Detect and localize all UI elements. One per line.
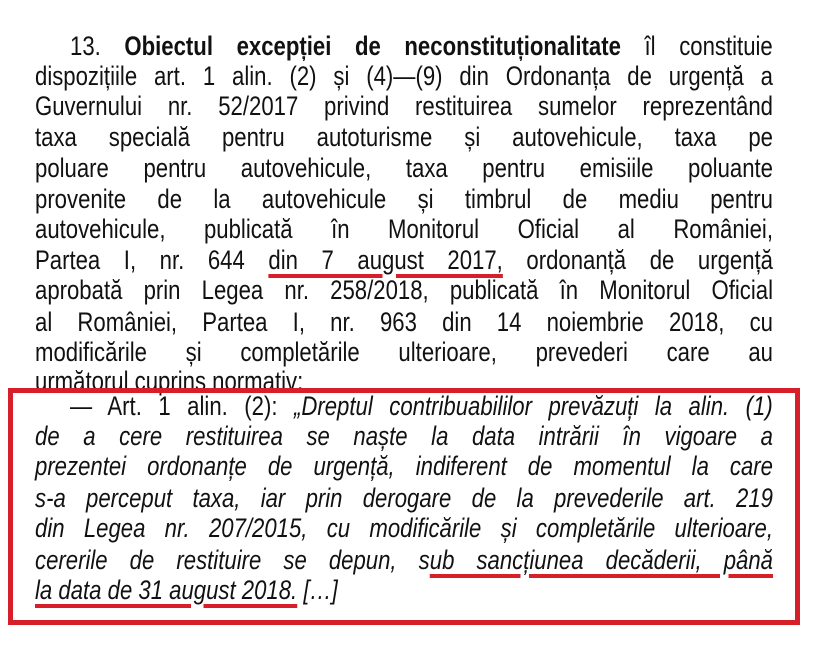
text-line: Partea I, nr. 644 din 7 august 2017, ord… bbox=[35, 245, 773, 275]
text-segment: Guvernului nr. 52/2017 privind restituir… bbox=[35, 91, 773, 121]
text-segment: de a cere restituirea se naște la data i… bbox=[35, 421, 773, 451]
highlight-box bbox=[8, 388, 800, 625]
text-line: — Art. 1 alin. (2): „Dreptul contribuabi… bbox=[70, 391, 773, 421]
underlined-text: din 7 august 2017, bbox=[268, 245, 503, 275]
text-line: de a cere restituirea se naște la data i… bbox=[35, 421, 773, 451]
text-segment: modificările și completările ulterioare,… bbox=[35, 337, 773, 367]
text-segment: aprobată prin Legea nr. 258/2018, public… bbox=[35, 275, 773, 305]
bold-heading-text: Obiectul excepției de neconstituționalit… bbox=[124, 31, 621, 61]
underlined-text: la data de 31 august 2018. bbox=[35, 575, 298, 605]
text-line: s-a perceput taxa, iar prin derogare de … bbox=[35, 483, 773, 513]
text-line: 13. Obiectul excepției de neconstituțion… bbox=[70, 31, 773, 61]
text-segment: îl constituie bbox=[620, 31, 773, 61]
text-line: modificările și completările ulterioare,… bbox=[35, 337, 773, 367]
text-segment: prezentei ordonanțe de urgență, indifere… bbox=[35, 451, 773, 481]
text-line: taxa specială pentru autoturisme și auto… bbox=[35, 122, 773, 152]
text-segment: Partea I, nr. 644 bbox=[35, 245, 269, 275]
text-segment: s-a perceput taxa, iar prin derogare de … bbox=[35, 483, 773, 513]
text-segment: cererile de restituire se depun, s bbox=[35, 545, 430, 575]
text-segment: 13. bbox=[70, 31, 125, 61]
text-segment: taxa specială pentru autoturisme și auto… bbox=[35, 122, 773, 152]
text-line: aprobată prin Legea nr. 258/2018, public… bbox=[35, 275, 773, 305]
text-segment: — Art. 1 alin. (2): bbox=[70, 391, 295, 421]
text-segment: […] bbox=[297, 575, 338, 605]
text-line: Guvernului nr. 52/2017 privind restituir… bbox=[35, 91, 773, 121]
text-line: provenite de la autovehicule și timbrul … bbox=[35, 184, 773, 214]
text-line: la data de 31 august 2018. […] bbox=[35, 575, 773, 605]
underlined-text: ub sancțiunea decăderii, până bbox=[429, 545, 773, 575]
text-segment: poluare pentru autovehicule, taxa pentru… bbox=[35, 153, 773, 183]
text-segment: ordonanță de urgență bbox=[502, 245, 773, 275]
text-line: cererile de restituire se depun, sub san… bbox=[35, 545, 773, 575]
text-line: al României, Partea I, nr. 963 din 14 no… bbox=[35, 307, 773, 337]
text-segment: „Dreptul contribuabililor prevăzuți la a… bbox=[294, 391, 773, 421]
text-segment: din Legea nr. 207/2015, cu modificările … bbox=[35, 513, 773, 543]
text-segment: dispozițiile art. 1 alin. (2) și (4)—(9)… bbox=[35, 61, 773, 91]
text-segment: al României, Partea I, nr. 963 din 14 no… bbox=[35, 307, 773, 337]
text-line: autovehicule, publicată în Monitorul Ofi… bbox=[35, 214, 773, 244]
text-line: dispozițiile art. 1 alin. (2) și (4)—(9)… bbox=[35, 61, 773, 91]
text-segment: autovehicule, publicată în Monitorul Ofi… bbox=[35, 214, 773, 244]
text-line: prezentei ordonanțe de urgență, indifere… bbox=[35, 451, 773, 481]
text-line: poluare pentru autovehicule, taxa pentru… bbox=[35, 153, 773, 183]
text-segment: provenite de la autovehicule și timbrul … bbox=[35, 184, 773, 214]
text-line: din Legea nr. 207/2015, cu modificările … bbox=[35, 513, 773, 543]
